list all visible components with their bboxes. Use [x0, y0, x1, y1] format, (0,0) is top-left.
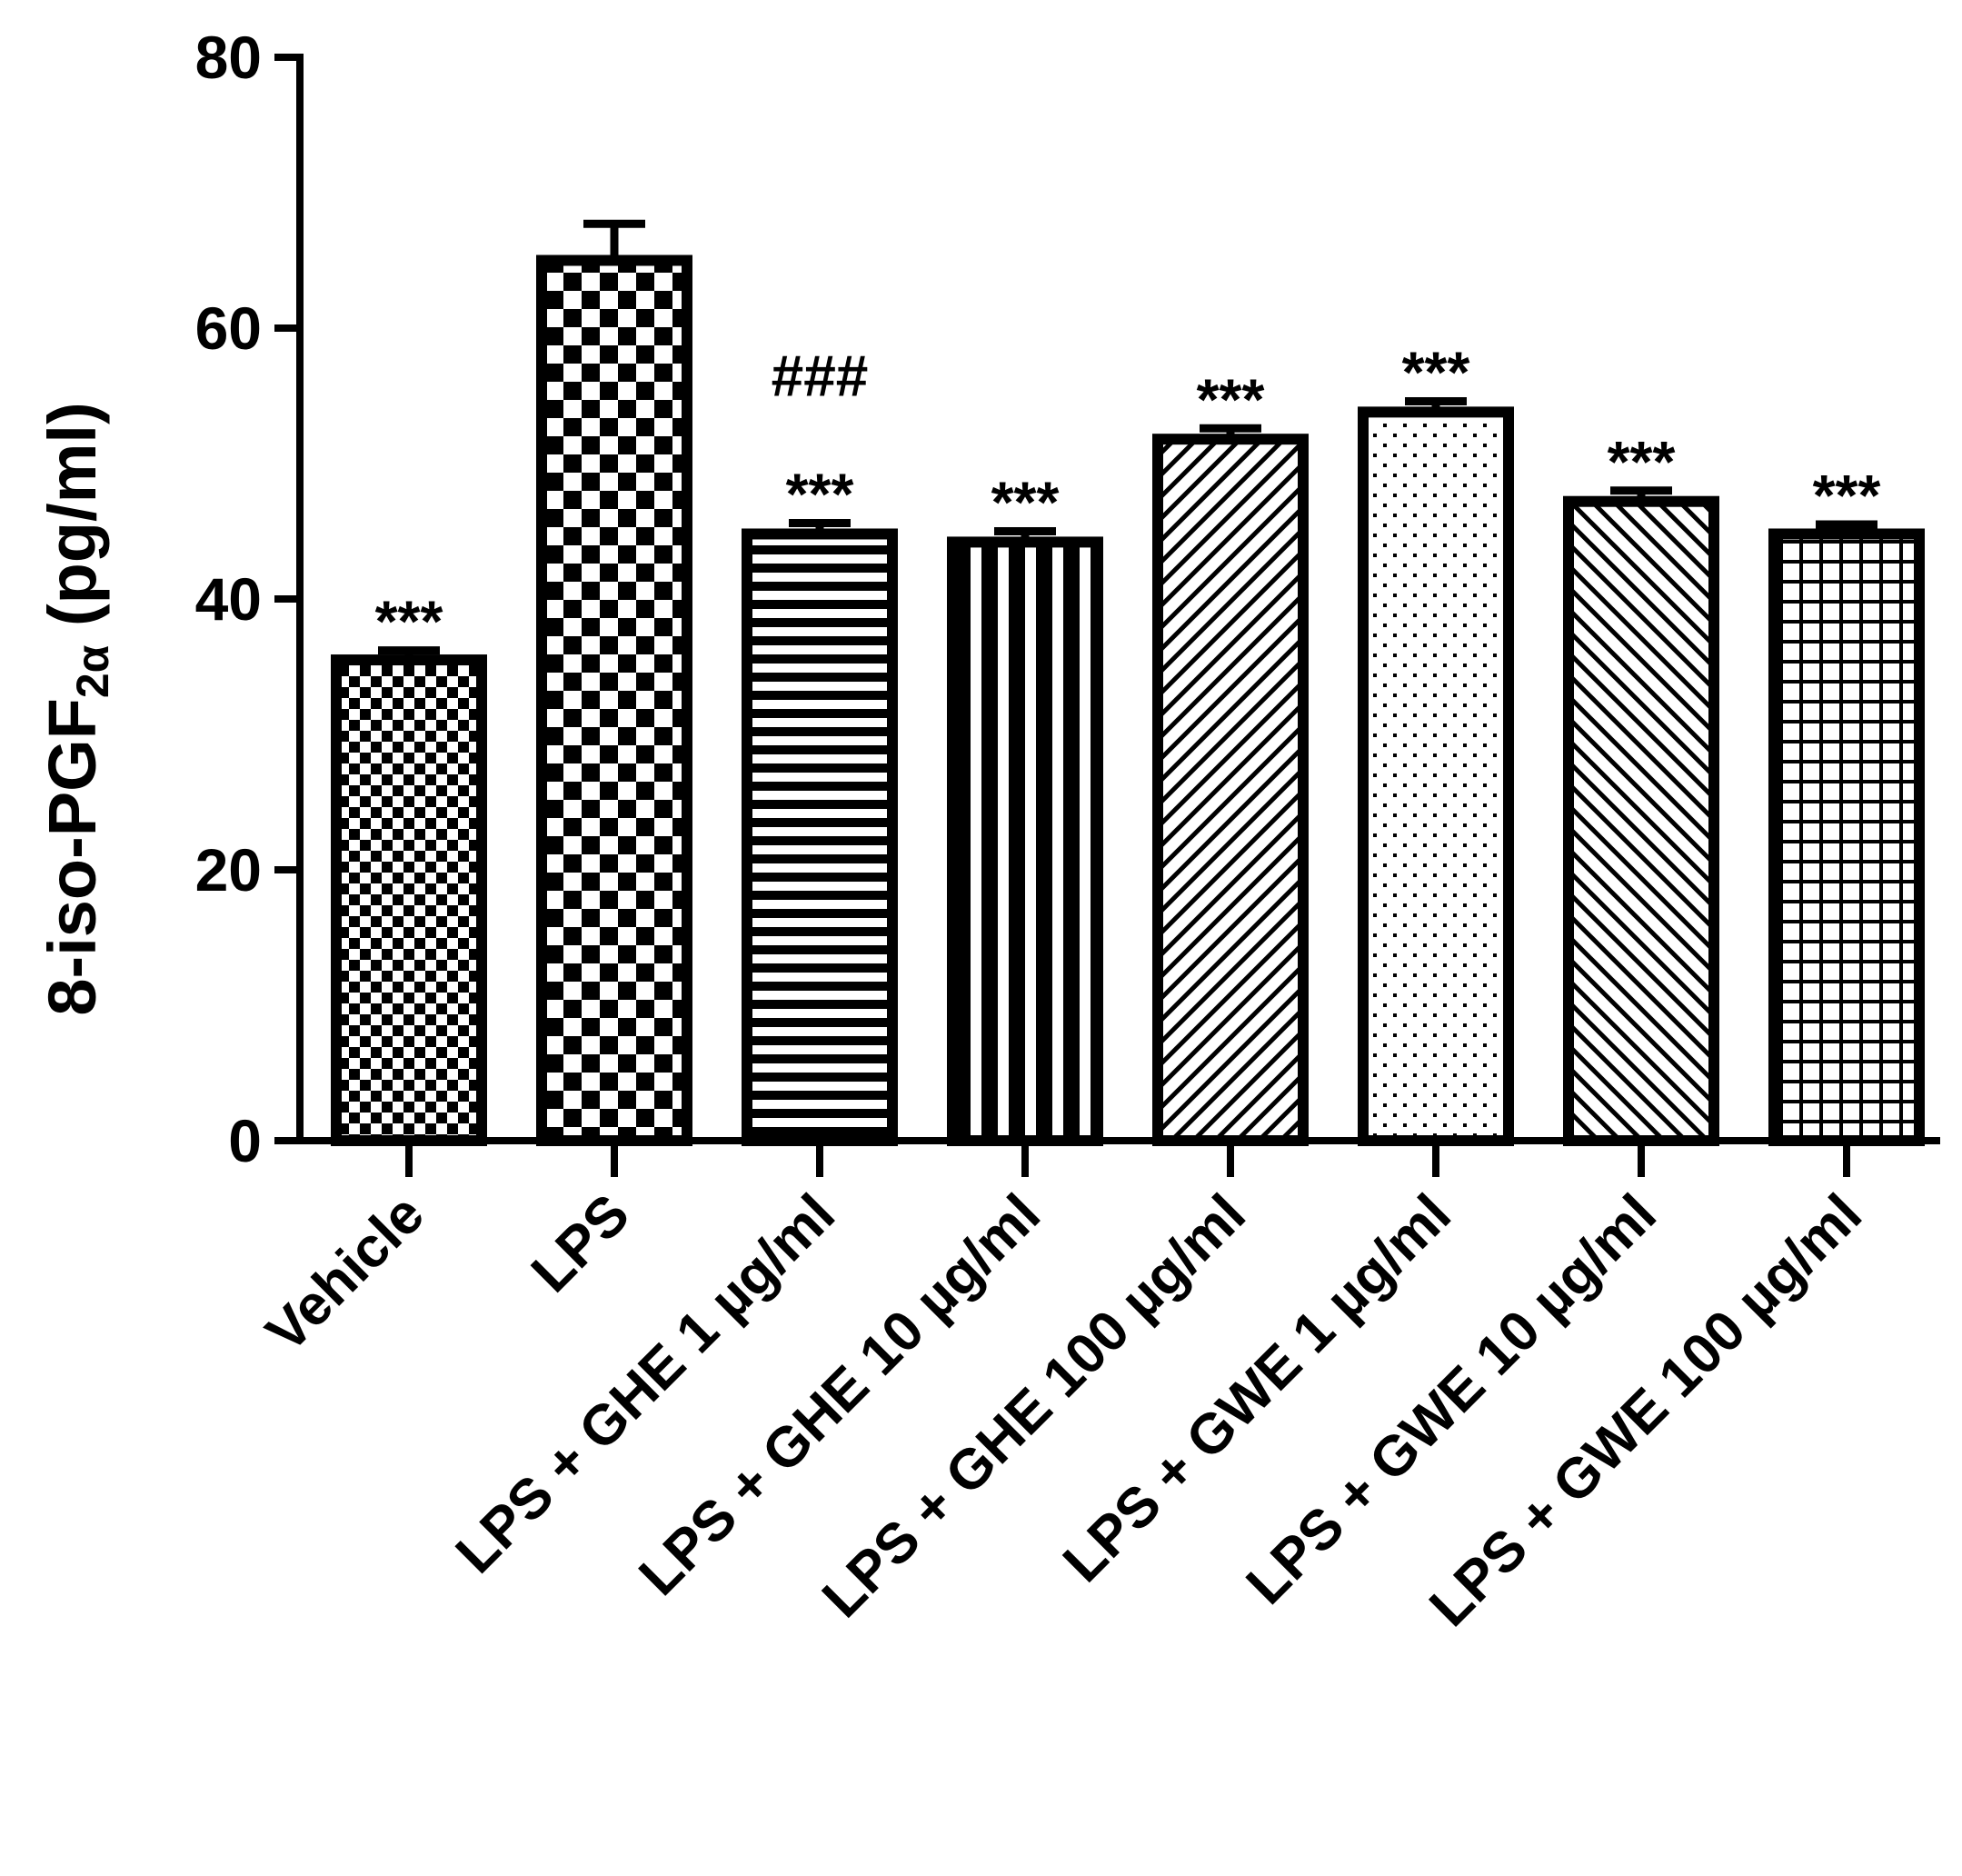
- category-label: LPS: [520, 1182, 642, 1304]
- significance-label: ***: [786, 462, 854, 527]
- significance-label: ***: [1197, 366, 1265, 432]
- y-axis-title-subscript: 2α: [67, 644, 118, 698]
- bars: [331, 254, 1925, 1146]
- significance-label: ***: [1608, 429, 1676, 494]
- bar: [1563, 495, 1719, 1146]
- svg-text:8-iso-PGF2α (pg/ml): 8-iso-PGF2α (pg/ml): [35, 402, 118, 1015]
- significance-labels: *** *** ### *** *** *** *** ***: [375, 339, 1881, 654]
- y-tick-label: 80: [195, 24, 262, 91]
- bar: [1152, 434, 1309, 1146]
- bar: [331, 654, 487, 1146]
- y-axis-title-unit: (pg/ml): [35, 402, 110, 644]
- category-label: LPS + GHE 10 µg/ml: [627, 1182, 1052, 1608]
- y-tick-label: 20: [195, 836, 262, 903]
- significance-label: ***: [1813, 463, 1881, 528]
- category-label: LPS + GHE 100 µg/ml: [811, 1182, 1258, 1630]
- y-tick-label: 40: [195, 565, 262, 633]
- significance-label: ***: [1402, 339, 1470, 404]
- y-axis: 0 20 40 60 80: [195, 24, 304, 1174]
- bar: [947, 536, 1103, 1146]
- category-label: Vehicle: [254, 1182, 436, 1364]
- category-label: LPS + GHE 1 µg/ml: [444, 1182, 847, 1585]
- y-tick-label: 60: [195, 294, 262, 362]
- significance-label: ***: [375, 589, 443, 654]
- category-label: LPS + GWE 10 µg/ml: [1235, 1182, 1668, 1616]
- category-label: LPS + GWE 1 µg/ml: [1051, 1182, 1463, 1594]
- bar: [536, 254, 692, 1146]
- error-bars: [378, 219, 1877, 661]
- y-tick-label: 0: [228, 1107, 262, 1174]
- significance-label: ***: [991, 470, 1060, 535]
- y-axis-title-main: 8-iso-PGF: [35, 698, 110, 1015]
- bar: [1358, 406, 1514, 1146]
- y-axis-title: 8-iso-PGF2α (pg/ml): [35, 402, 118, 1015]
- category-label: LPS + GWE 100 µg/ml: [1418, 1182, 1874, 1639]
- significance-label: ###: [772, 344, 869, 409]
- bar: [1768, 528, 1925, 1146]
- bar: [742, 528, 898, 1146]
